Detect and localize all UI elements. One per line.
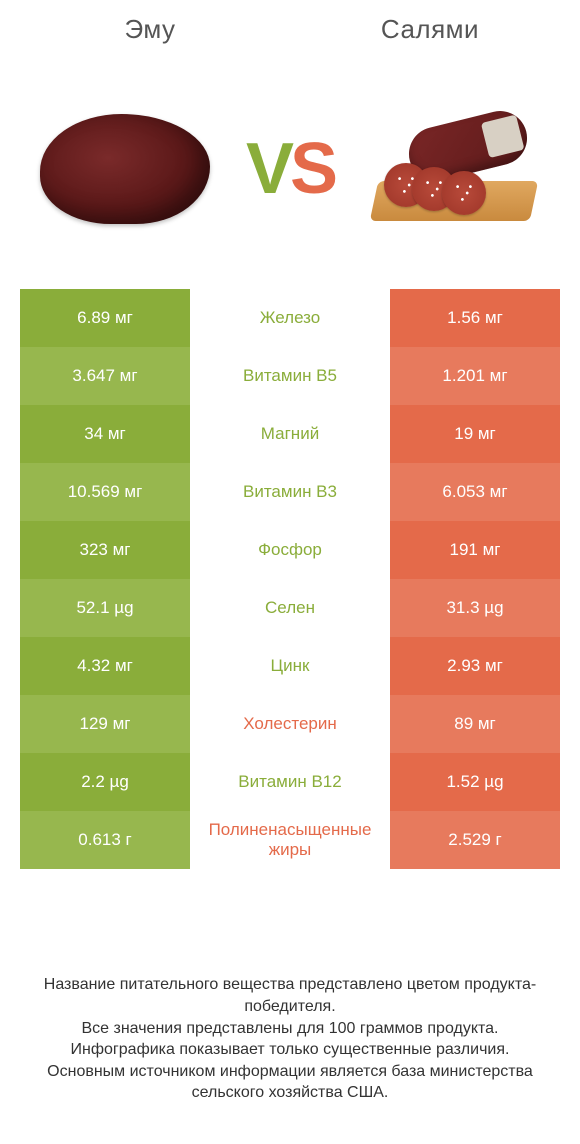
table-row: 129 мгХолестерин89 мг (20, 695, 560, 753)
footnote: Название питательного вещества представл… (24, 974, 556, 1104)
left-food-image (30, 94, 220, 244)
left-value-cell: 4.32 мг (20, 637, 190, 695)
nutrient-cell: Витамин B12 (190, 753, 390, 811)
table-row: 6.89 мгЖелезо1.56 мг (20, 289, 560, 347)
salami-illustration (370, 109, 540, 229)
right-value-cell: 1.201 мг (390, 347, 560, 405)
nutrient-cell: Магний (190, 405, 390, 463)
vs-letter-v: V (246, 129, 290, 209)
nutrient-cell: Витамин B5 (190, 347, 390, 405)
right-food-title: Салями (330, 14, 530, 45)
table-row: 2.2 µgВитамин B121.52 µg (20, 753, 560, 811)
left-value-cell: 129 мг (20, 695, 190, 753)
right-value-cell: 31.3 µg (390, 579, 560, 637)
right-value-cell: 19 мг (390, 405, 560, 463)
vs-letter-s: S (290, 129, 334, 209)
table-row: 10.569 мгВитамин B36.053 мг (20, 463, 560, 521)
nutrient-cell: Цинк (190, 637, 390, 695)
nutrient-cell: Селен (190, 579, 390, 637)
right-food-image (360, 94, 550, 244)
footnote-line: Название питательного вещества представл… (44, 976, 536, 1015)
right-value-cell: 1.56 мг (390, 289, 560, 347)
nutrient-cell: Холестерин (190, 695, 390, 753)
nutrient-cell: Фосфор (190, 521, 390, 579)
table-row: 323 мгФосфор191 мг (20, 521, 560, 579)
left-value-cell: 34 мг (20, 405, 190, 463)
nutrient-cell: Витамин B3 (190, 463, 390, 521)
table-row: 3.647 мгВитамин B51.201 мг (20, 347, 560, 405)
emu-meat-illustration (40, 114, 210, 224)
nutrient-cell: Железо (190, 289, 390, 347)
footnote-line: Все значения представлены для 100 граммо… (81, 1020, 498, 1037)
footnote-line: Инфографика показывает только существенн… (71, 1041, 510, 1058)
left-food-title: Эму (50, 14, 250, 45)
table-row: 0.613 гПолиненасыщенные жиры2.529 г (20, 811, 560, 869)
right-value-cell: 6.053 мг (390, 463, 560, 521)
left-value-cell: 52.1 µg (20, 579, 190, 637)
right-value-cell: 2.529 г (390, 811, 560, 869)
right-value-cell: 1.52 µg (390, 753, 560, 811)
footnote-line: Основным источником информации является … (47, 1063, 533, 1102)
left-value-cell: 3.647 мг (20, 347, 190, 405)
right-value-cell: 2.93 мг (390, 637, 560, 695)
left-value-cell: 10.569 мг (20, 463, 190, 521)
header: Эму Салями (0, 0, 580, 49)
table-row: 4.32 мгЦинк2.93 мг (20, 637, 560, 695)
right-value-cell: 89 мг (390, 695, 560, 753)
vs-badge: VS (246, 128, 334, 210)
table-row: 52.1 µgСелен31.3 µg (20, 579, 560, 637)
table-row: 34 мгМагний19 мг (20, 405, 560, 463)
hero-section: VS (0, 49, 580, 289)
left-value-cell: 6.89 мг (20, 289, 190, 347)
left-value-cell: 323 мг (20, 521, 190, 579)
nutrient-cell: Полиненасыщенные жиры (190, 811, 390, 869)
left-value-cell: 2.2 µg (20, 753, 190, 811)
comparison-table: 6.89 мгЖелезо1.56 мг3.647 мгВитамин B51.… (20, 289, 560, 869)
right-value-cell: 191 мг (390, 521, 560, 579)
left-value-cell: 0.613 г (20, 811, 190, 869)
